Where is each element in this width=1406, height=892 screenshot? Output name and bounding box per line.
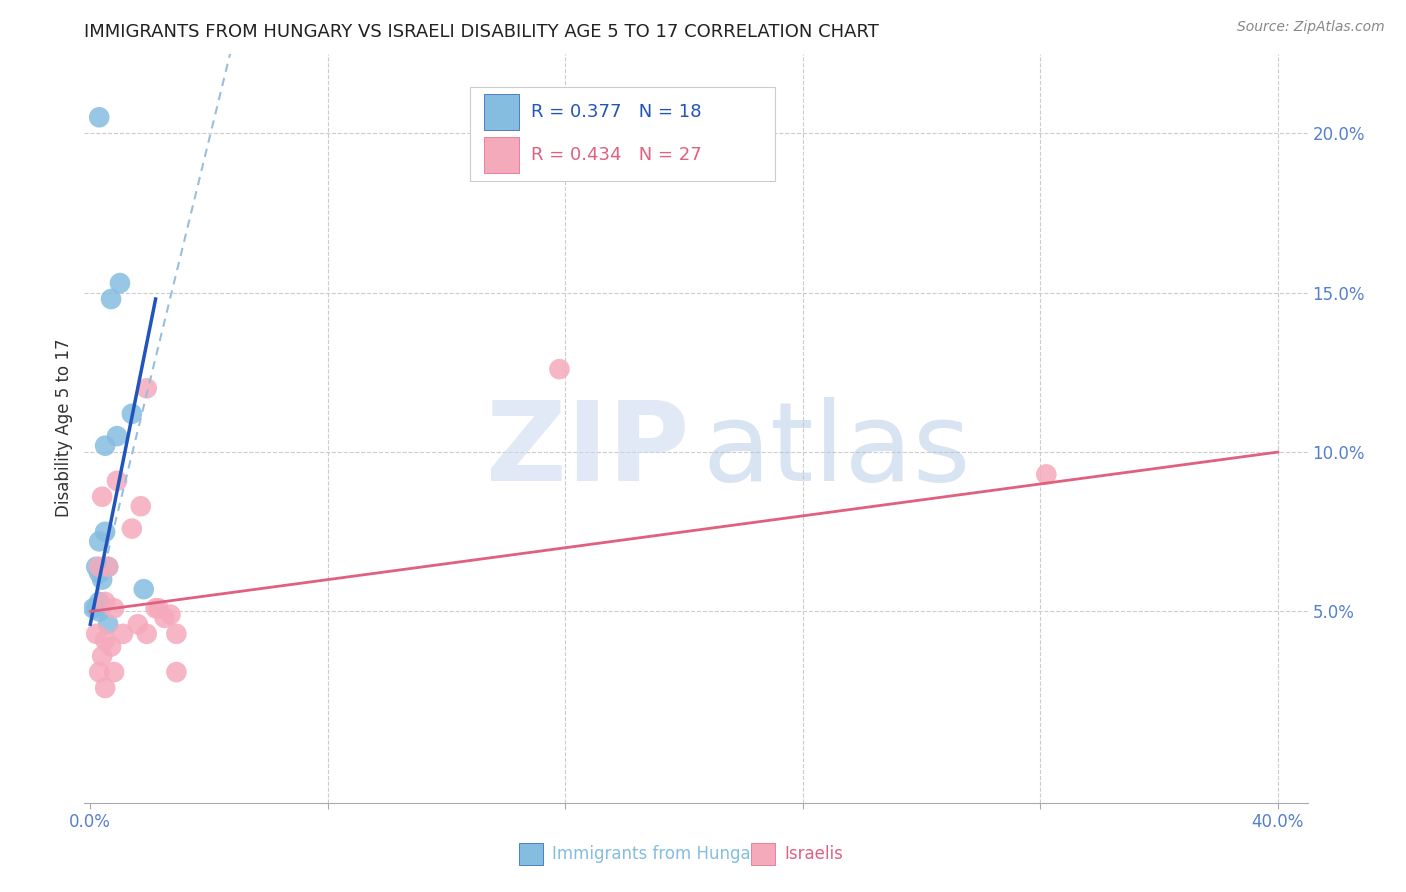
Point <box>89 605 111 619</box>
Text: Israelis: Israelis <box>785 845 844 863</box>
Point <box>100 292 122 306</box>
Point <box>82 601 104 615</box>
Point <box>129 500 152 514</box>
Point <box>132 582 155 597</box>
Point <box>89 665 111 679</box>
Point <box>111 627 134 641</box>
FancyBboxPatch shape <box>484 94 519 130</box>
Point <box>1035 467 1057 482</box>
Point <box>548 362 571 376</box>
Point <box>89 595 111 609</box>
Point <box>145 601 167 615</box>
Point <box>135 627 157 641</box>
Point <box>94 633 117 648</box>
Point <box>121 407 143 421</box>
Point <box>100 640 122 654</box>
Point <box>103 665 125 679</box>
FancyBboxPatch shape <box>751 843 776 865</box>
Point <box>91 649 114 664</box>
Point <box>84 627 107 641</box>
Point <box>89 110 111 124</box>
Point <box>153 611 176 625</box>
Point <box>165 627 187 641</box>
Point <box>105 429 128 443</box>
Point <box>121 522 143 536</box>
Text: atlas: atlas <box>702 397 970 504</box>
Point <box>84 559 107 574</box>
Point <box>89 566 111 581</box>
Text: IMMIGRANTS FROM HUNGARY VS ISRAELI DISABILITY AGE 5 TO 17 CORRELATION CHART: IMMIGRANTS FROM HUNGARY VS ISRAELI DISAB… <box>84 23 879 41</box>
Text: R = 0.434   N = 27: R = 0.434 N = 27 <box>531 145 702 163</box>
Point <box>108 276 131 290</box>
Point <box>91 573 114 587</box>
Point <box>135 381 157 395</box>
Point <box>89 534 111 549</box>
Text: Source: ZipAtlas.com: Source: ZipAtlas.com <box>1237 20 1385 34</box>
Text: ZIP: ZIP <box>486 397 690 504</box>
Point <box>94 439 117 453</box>
Point <box>97 617 120 632</box>
FancyBboxPatch shape <box>484 136 519 173</box>
Point <box>97 559 120 574</box>
Point <box>94 681 117 695</box>
Point <box>97 559 120 574</box>
FancyBboxPatch shape <box>519 843 543 865</box>
Text: R = 0.377   N = 18: R = 0.377 N = 18 <box>531 103 702 121</box>
Point <box>91 490 114 504</box>
Point <box>127 617 149 632</box>
Point <box>94 524 117 539</box>
Point <box>159 607 181 622</box>
Point <box>105 474 128 488</box>
Point <box>89 559 111 574</box>
Y-axis label: Disability Age 5 to 17: Disability Age 5 to 17 <box>55 339 73 517</box>
Point <box>103 601 125 615</box>
Point <box>94 595 117 609</box>
Point <box>148 601 170 615</box>
Text: Immigrants from Hungary: Immigrants from Hungary <box>551 845 768 863</box>
Point <box>165 665 187 679</box>
FancyBboxPatch shape <box>470 87 776 181</box>
Point <box>84 601 107 615</box>
